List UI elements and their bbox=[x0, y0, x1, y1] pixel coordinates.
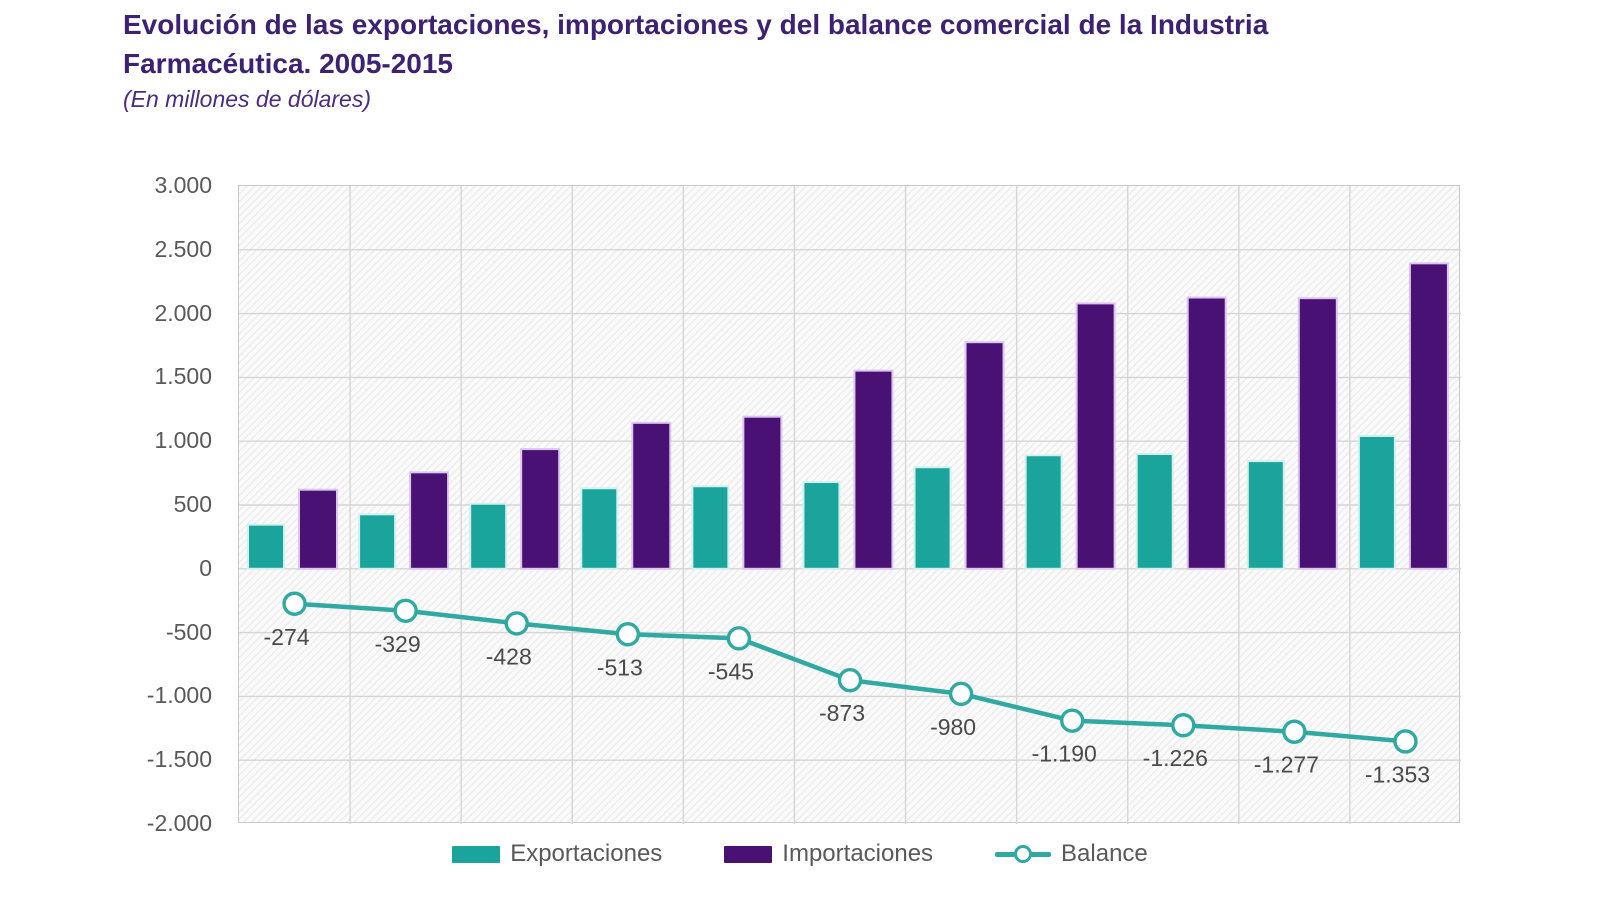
importaciones-bar bbox=[853, 369, 894, 570]
legend-item-importaciones: Importaciones bbox=[724, 840, 933, 868]
importaciones-bar bbox=[409, 471, 450, 570]
balance-data-label: -329 bbox=[375, 631, 421, 657]
balance-data-label: -873 bbox=[819, 700, 865, 726]
balance-marker bbox=[282, 591, 307, 616]
importaciones-bar bbox=[520, 448, 561, 570]
exportaciones-bar bbox=[802, 481, 841, 570]
plot-area: -274 -329 -428 -513 -545 -873 -980 -1.190 -1.226… bbox=[238, 185, 1461, 824]
y-axis-tick-label: 0 bbox=[199, 554, 212, 581]
exportaciones-bar bbox=[358, 513, 397, 570]
y-axis-tick-label: 1.500 bbox=[154, 363, 212, 390]
chart-title-line1: Evolución de las exportaciones, importac… bbox=[123, 9, 1269, 40]
exportaciones-bar bbox=[247, 523, 285, 570]
exportaciones-bar bbox=[469, 502, 508, 570]
balance-marker bbox=[393, 598, 418, 623]
balance-data-label: -545 bbox=[708, 658, 754, 684]
legend-marker-icon bbox=[1014, 845, 1033, 863]
balance-marker bbox=[1393, 729, 1418, 754]
balance-data-label: -1.226 bbox=[1143, 745, 1208, 771]
legend-item-balance: Balance bbox=[995, 840, 1148, 868]
legend: Exportaciones Importaciones Balance bbox=[0, 840, 1600, 868]
importaciones-bar bbox=[631, 421, 672, 570]
y-axis-tick-label: 3.000 bbox=[154, 172, 212, 198]
exportaciones-bar bbox=[1357, 434, 1396, 570]
exportaciones-bar bbox=[1135, 452, 1174, 570]
importaciones-bar bbox=[1075, 302, 1116, 570]
balance-data-label: -513 bbox=[597, 654, 643, 680]
y-axis-tick-label: 2.000 bbox=[154, 299, 212, 326]
legend-swatch-importaciones bbox=[724, 845, 773, 863]
balance-data-label: -1.190 bbox=[1032, 741, 1097, 767]
balance-marker bbox=[504, 611, 529, 636]
legend-label: Exportaciones bbox=[510, 840, 663, 867]
balance-data-label: -980 bbox=[930, 714, 976, 740]
importaciones-bar bbox=[1408, 262, 1449, 570]
importaciones-bar bbox=[742, 415, 783, 570]
y-axis-tick-label: 1.000 bbox=[154, 427, 212, 454]
y-axis-tick-label: -1.500 bbox=[146, 746, 212, 773]
legend-label: Balance bbox=[1061, 840, 1148, 867]
balance-marker bbox=[1282, 719, 1307, 744]
y-axis-tick-label: -1.000 bbox=[146, 682, 212, 709]
balance-data-label: -274 bbox=[264, 624, 310, 650]
balance-marker bbox=[1171, 713, 1196, 738]
balance-data-label: -1.277 bbox=[1254, 752, 1319, 778]
balance-marker bbox=[1059, 708, 1085, 733]
exportaciones-bar bbox=[1024, 454, 1063, 570]
y-axis-tick-label: -2.000 bbox=[146, 810, 212, 836]
chart-subtitle: (En millones de dólares) bbox=[123, 86, 372, 112]
exportaciones-bar bbox=[580, 487, 619, 570]
balance-marker bbox=[948, 681, 974, 707]
importaciones-bar bbox=[298, 488, 338, 570]
importaciones-bar bbox=[964, 341, 1005, 570]
chart-title: Evolución de las exportaciones, importac… bbox=[123, 6, 1423, 83]
y-axis-tick-label: -500 bbox=[165, 618, 212, 645]
legend-item-exportaciones: Exportaciones bbox=[452, 840, 662, 868]
exportaciones-bar bbox=[691, 485, 730, 570]
chart-title-line2: Farmacéutica. 2005-2015 bbox=[123, 47, 453, 79]
y-axis-tick-labels: 3.000 2.500 2.000 1.500 1.000 500 0 -500 -1.000 -… bbox=[0, 172, 218, 836]
legend-swatch-exportaciones bbox=[452, 845, 501, 863]
exportaciones-bar bbox=[1246, 460, 1285, 570]
y-axis-tick-label: 2.500 bbox=[154, 235, 212, 262]
balance-marker bbox=[726, 626, 752, 651]
balance-marker bbox=[615, 622, 641, 647]
balance-marker bbox=[837, 667, 863, 693]
chart-canvas: -274 -329 -428 -513 -545 -873 -980 -1.190 -1.226… bbox=[239, 186, 1461, 824]
exportaciones-bar bbox=[913, 466, 952, 570]
importaciones-bar bbox=[1297, 297, 1338, 570]
balance-data-label: -1.353 bbox=[1365, 761, 1430, 787]
y-axis-tick-label: 500 bbox=[173, 491, 212, 517]
importaciones-bar bbox=[1186, 296, 1227, 570]
balance-data-label: -428 bbox=[486, 643, 532, 669]
legend-swatch-balance bbox=[995, 844, 1052, 864]
legend-label: Importaciones bbox=[782, 840, 934, 867]
